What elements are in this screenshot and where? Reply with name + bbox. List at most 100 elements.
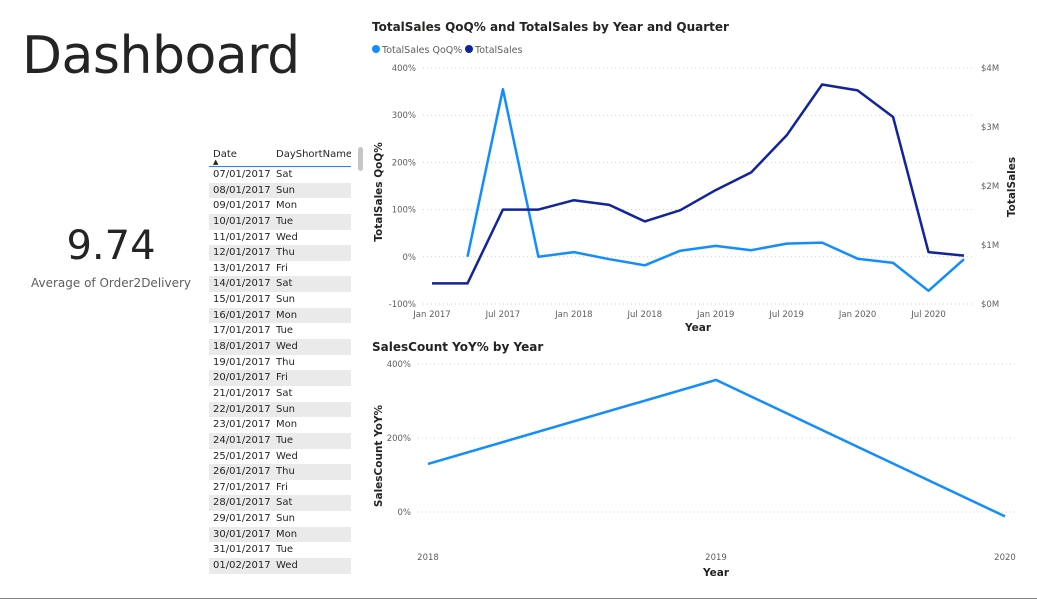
date-table: Date ▲ DayShortName 07/01/2017 Sat 08/01/2…: [209, 144, 351, 576]
dayshortname-cell: Wed: [276, 560, 298, 572]
date-cell: 26/01/2017: [213, 466, 271, 478]
dayshortname-cell: Sat: [276, 497, 293, 509]
date-cell: 29/01/2017: [213, 513, 271, 525]
table-row[interactable]: 11/01/2017 Wed: [209, 230, 351, 246]
date-cell: 27/01/2017: [213, 481, 271, 493]
table-row[interactable]: 10/01/2017 Tue: [209, 213, 351, 230]
table-row[interactable]: 16/01/2017 Mon: [209, 307, 351, 324]
table-row[interactable]: 07/01/2017 Sat: [209, 167, 351, 183]
table-row[interactable]: 01/02/2017 Wed: [209, 558, 351, 574]
date-cell: 11/01/2017: [213, 231, 271, 243]
dayshortname-cell: Sun: [276, 294, 296, 306]
table-row[interactable]: 14/01/2017 Sat: [209, 276, 351, 293]
table-row[interactable]: 27/01/2017 Fri: [209, 480, 351, 496]
table-row[interactable]: 08/01/2017 Sun: [209, 182, 351, 199]
x-tick-label: 2020: [994, 553, 1016, 563]
x-tick-label: 2019: [705, 553, 727, 563]
y-tick-label: 200%: [387, 434, 411, 444]
x-tick-label: 2018: [417, 553, 439, 563]
y-tick-label-left: 0%: [403, 253, 417, 263]
table-scrollbar[interactable]: [358, 147, 363, 171]
x-tick-label: Jan 2018: [554, 310, 592, 320]
x-axis-title: Year: [702, 567, 730, 579]
table-row[interactable]: 26/01/2017 Thu: [209, 464, 351, 480]
table-row[interactable]: 09/01/2017 Mon: [209, 198, 351, 214]
date-cell: 09/01/2017: [213, 200, 271, 212]
column-header-date[interactable]: Date: [213, 149, 237, 160]
table-body: 07/01/2017 Sat 08/01/2017 Sun 09/01/2017 Mon 1…: [209, 167, 351, 574]
column-header-dayshortname[interactable]: DayShortName: [276, 149, 351, 160]
dayshortname-cell: Wed: [276, 341, 298, 353]
table-row[interactable]: 19/01/2017 Thu: [209, 355, 351, 371]
y-tick-label-left: 300%: [392, 111, 416, 121]
y-axis-title-right: TotalSales: [1006, 157, 1018, 217]
dayshortname-cell: Thu: [276, 466, 295, 478]
y-tick-label-right: $3M: [981, 123, 999, 133]
series-line-salescount-yoy: [427, 378, 1006, 518]
y-tick-label-right: $1M: [981, 241, 999, 251]
legend-marker-icon: [465, 45, 473, 53]
y-axis-title: SalesCount YoY%: [373, 404, 385, 507]
dayshortname-cell: Tue: [276, 215, 294, 227]
y-tick-label-right: $4M: [981, 64, 999, 74]
legend-label: TotalSales QoQ%: [381, 45, 462, 56]
date-cell: 16/01/2017: [213, 309, 271, 321]
dayshortname-cell: Fri: [276, 262, 288, 274]
table-row[interactable]: 20/01/2017 Fri: [209, 370, 351, 386]
table-row[interactable]: 24/01/2017 Tue: [209, 432, 351, 449]
table-row[interactable]: 15/01/2017 Sun: [209, 292, 351, 308]
dayshortname-cell: Sun: [276, 403, 296, 415]
page-title: Dashboard: [22, 26, 300, 86]
dayshortname-cell: Mon: [276, 419, 298, 431]
kpi-value: 9.74: [66, 223, 156, 269]
date-cell: 19/01/2017: [213, 356, 271, 368]
dayshortname-cell: Wed: [276, 231, 298, 243]
x-tick-label: Jan 2020: [838, 310, 876, 320]
table-row[interactable]: 18/01/2017 Wed: [209, 339, 351, 355]
date-cell: 07/01/2017: [213, 169, 271, 180]
y-tick-label-left: -100%: [389, 300, 416, 310]
x-tick-label: Jul 2017: [485, 310, 521, 320]
dayshortname-cell: Tue: [276, 325, 294, 337]
date-cell: 01/02/2017: [213, 560, 271, 572]
dayshortname-cell: Fri: [276, 372, 288, 384]
table-header: Date ▲ DayShortName: [209, 144, 351, 167]
sort-ascending-icon[interactable]: ▲: [213, 158, 219, 166]
table-row[interactable]: 23/01/2017 Mon: [209, 417, 351, 433]
date-cell: 17/01/2017: [213, 325, 271, 337]
dayshortname-cell: Fri: [276, 481, 288, 493]
table-row[interactable]: 13/01/2017 Fri: [209, 261, 351, 277]
table-row[interactable]: 17/01/2017 Tue: [209, 323, 351, 339]
table-row[interactable]: 12/01/2017 Thu: [209, 245, 351, 261]
date-cell: 08/01/2017: [213, 184, 271, 196]
table-row[interactable]: 31/01/2017 Tue: [209, 542, 351, 558]
chart2-title: SalesCount YoY% by Year: [372, 340, 543, 354]
date-cell: 23/01/2017: [213, 419, 271, 431]
legend-label: TotalSales: [474, 45, 523, 56]
date-cell: 12/01/2017: [213, 247, 271, 259]
legend-marker-icon: [372, 45, 380, 53]
x-axis-title: Year: [684, 322, 712, 334]
table-row[interactable]: 21/01/2017 Sat: [209, 386, 351, 402]
y-tick-label: 0%: [398, 508, 412, 518]
table-row[interactable]: 25/01/2017 Wed: [209, 449, 351, 465]
y-axis-title-left: TotalSales QoQ%: [373, 142, 385, 242]
date-cell: 20/01/2017: [213, 372, 271, 384]
date-cell: 15/01/2017: [213, 294, 271, 306]
table-row[interactable]: 22/01/2017 Sun: [209, 401, 351, 418]
y-tick-label: 400%: [387, 360, 411, 370]
dayshortname-cell: Tue: [276, 544, 294, 556]
dayshortname-cell: Thu: [276, 356, 295, 368]
dayshortname-cell: Sat: [276, 387, 293, 399]
dayshortname-cell: Tue: [276, 434, 294, 446]
y-tick-label-right: $2M: [981, 182, 999, 192]
table-row[interactable]: 29/01/2017 Sun: [209, 511, 351, 527]
dayshortname-cell: Sat: [276, 278, 293, 290]
date-cell: 28/01/2017: [213, 497, 271, 509]
date-cell: 24/01/2017: [213, 434, 271, 446]
table-row[interactable]: 28/01/2017 Sat: [209, 495, 351, 512]
date-cell: 22/01/2017: [213, 403, 271, 415]
table-row[interactable]: 30/01/2017 Mon: [209, 526, 351, 543]
series-line-totalsales-qoq: [466, 87, 965, 293]
